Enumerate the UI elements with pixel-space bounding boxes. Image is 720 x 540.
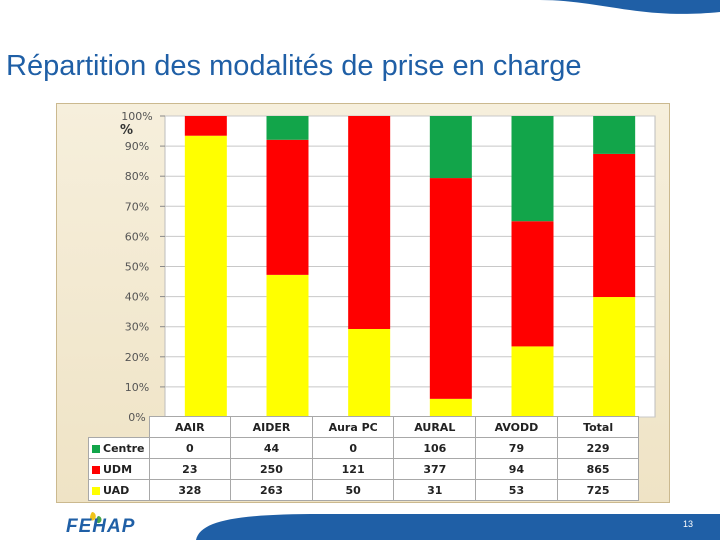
- legend-key-icon: [92, 486, 100, 495]
- y-tick-label: 100%: [121, 110, 152, 123]
- slide-title: Répartition des modalités de prise en ch…: [6, 50, 582, 82]
- category-label: AIDER: [230, 416, 313, 438]
- data-table: AAIR AIDER Aura PC AURAL AVODD Total Centre 0 4…: [88, 416, 640, 501]
- bar-udm-aura-pc: [348, 116, 391, 329]
- data-cell: 865: [556, 458, 640, 480]
- bar-uad-total: [593, 297, 636, 417]
- data-cell: 44: [230, 437, 313, 459]
- table-corner: [89, 417, 150, 438]
- data-cell: 31: [393, 479, 477, 501]
- bar-udm-avodd: [511, 221, 554, 347]
- data-cell: 0: [148, 437, 232, 459]
- category-label: AURAL: [393, 416, 477, 438]
- data-cell: 0: [311, 437, 395, 459]
- data-cell: 23: [148, 458, 232, 480]
- bar-uad-aider: [266, 274, 309, 417]
- bar-centre-avodd: [511, 116, 554, 222]
- bar-uad-avodd: [511, 346, 554, 417]
- bar-centre-total: [593, 116, 636, 154]
- y-tick-label: 20%: [125, 351, 149, 364]
- page-number: 13: [683, 519, 694, 529]
- data-cell: 106: [393, 437, 477, 459]
- legend-key-icon: [92, 465, 100, 474]
- bar-uad-aural: [429, 398, 472, 417]
- y-tick-label: 70%: [125, 200, 149, 213]
- bar-udm-total: [593, 153, 636, 298]
- y-tick-label: 0%: [128, 411, 145, 424]
- bar-udm-aural: [429, 178, 472, 399]
- fehap-logo: FEHAP: [66, 516, 136, 537]
- table-row: Centre 0 44 0 106 79 229: [88, 437, 640, 459]
- data-cell: 328: [148, 479, 232, 501]
- data-cell: 53: [475, 479, 558, 501]
- legend-entry: UAD: [88, 479, 150, 501]
- y-tick-label: 60%: [125, 230, 149, 243]
- bar-uad-aura-pc: [348, 328, 391, 417]
- legend-key-icon: [92, 444, 100, 453]
- y-tick-label: 80%: [125, 170, 149, 183]
- y-tick-label: 10%: [125, 381, 149, 394]
- legend-entry: Centre: [88, 437, 150, 459]
- data-cell: 725: [556, 479, 640, 501]
- chart-plot: 0% 10% 20% 30% 40% 50% 60% 70% 80% 90% 100%%: [120, 110, 656, 424]
- y-axis-label: %: [120, 123, 133, 138]
- category-label: AVODD: [475, 416, 558, 438]
- data-cell: 377: [393, 458, 477, 480]
- y-tick-label: 50%: [125, 261, 149, 274]
- table-row: UAD 328 263 50 31 53 725: [88, 479, 640, 501]
- bar-udm-aider: [266, 139, 309, 275]
- bar-udm-aair: [184, 116, 227, 136]
- y-tick-label: 40%: [125, 291, 149, 304]
- data-cell: 263: [230, 479, 313, 501]
- fehap-logo-icon: [90, 512, 102, 524]
- data-cell: 94: [475, 458, 558, 480]
- data-cell: 79: [475, 437, 558, 459]
- category-label: Total: [556, 416, 640, 438]
- data-cell: 50: [311, 479, 395, 501]
- category-label: Aura PC: [311, 416, 395, 438]
- data-cell: 229: [556, 437, 640, 459]
- bar-centre-aural: [429, 116, 472, 179]
- data-cell: 250: [230, 458, 313, 480]
- table-row: UDM 23 250 121 377 94 865: [88, 458, 640, 480]
- y-tick-label: 90%: [125, 140, 149, 153]
- data-cell: 121: [311, 458, 395, 480]
- y-tick-label: 30%: [125, 321, 149, 334]
- bar-uad-aair: [184, 135, 227, 418]
- table-header-row: AAIR AIDER Aura PC AURAL AVODD Total: [89, 416, 640, 438]
- bar-centre-aider: [266, 116, 309, 140]
- category-label: AAIR: [148, 416, 232, 438]
- legend-entry: UDM: [88, 458, 150, 480]
